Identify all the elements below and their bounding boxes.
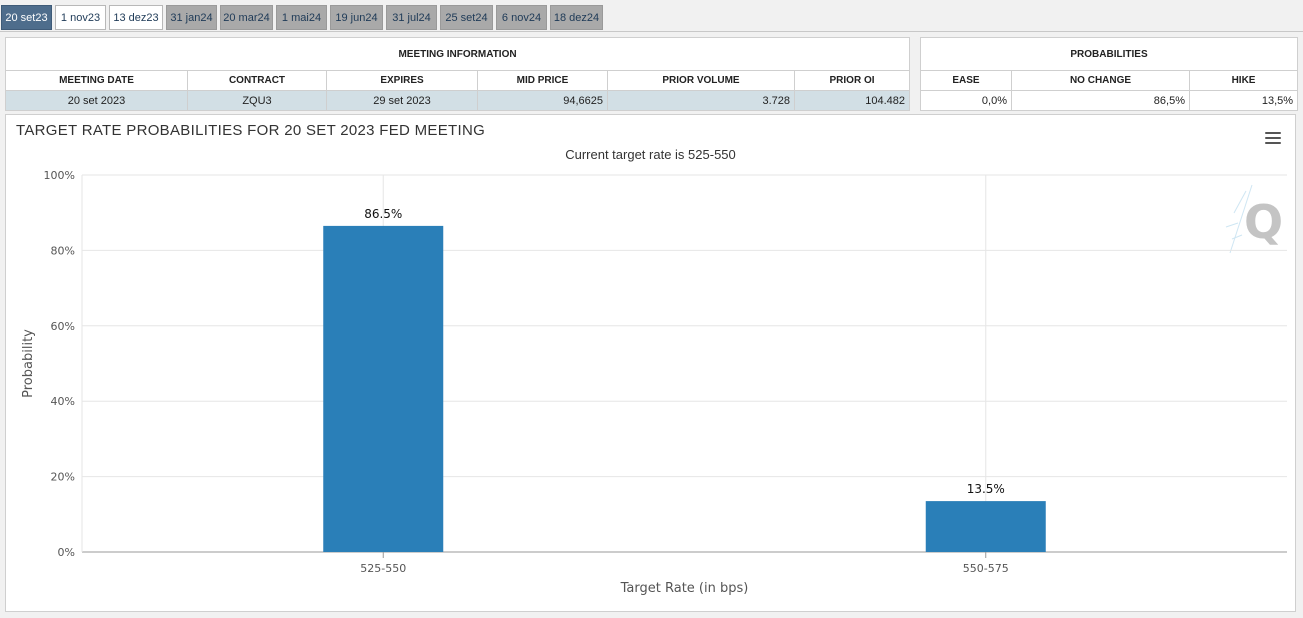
- cell-contract: ZQU3: [187, 90, 327, 111]
- x-tick-label: 525-550: [360, 562, 406, 575]
- quikstrike-q-logo-icon: Q: [1225, 184, 1283, 254]
- y-axis-title: Probability: [21, 329, 36, 398]
- tab-31-jan24[interactable]: 31 jan24: [166, 5, 217, 30]
- tab-31-jul24[interactable]: 31 jul24: [386, 5, 437, 30]
- cell-prior-oi: 104.482: [793, 90, 911, 111]
- y-tick-label: 100%: [44, 169, 75, 182]
- tab-20-mar24[interactable]: 20 mar24: [220, 5, 273, 30]
- header-expires: EXPIRES: [326, 70, 478, 91]
- bar-value-label: 86.5%: [364, 207, 402, 221]
- y-tick-label: 60%: [51, 320, 75, 333]
- cell-ease: 0,0%: [920, 90, 1012, 111]
- header-meeting-date: MEETING DATE: [5, 70, 188, 91]
- x-tick-label: 550-575: [963, 562, 1009, 575]
- cell-meeting-date: 20 set 2023: [5, 90, 188, 111]
- x-axis-title: Target Rate (in bps): [620, 581, 749, 596]
- meeting-date-tabs: 20 set23 1 nov23 13 dez23 31 jan24 20 mar24 1…: [0, 5, 1303, 31]
- tab-18-dez24[interactable]: 18 dez24: [550, 5, 603, 30]
- probability-bar-chart: 0% 20% 40% 60% 80% 100% 86.5% 525-550 13.5% 550-5…: [21, 169, 1287, 596]
- tab-1-nov23[interactable]: 1 nov23: [55, 5, 106, 30]
- header-prior-volume: PRIOR VOLUME: [607, 70, 795, 91]
- tab-13-dez23[interactable]: 13 dez23: [109, 5, 163, 30]
- chart-subtitle: Current target rate is 525-550: [565, 147, 736, 162]
- bar: [925, 501, 1046, 552]
- y-tick-label: 40%: [51, 395, 75, 408]
- header-contract: CONTRACT: [187, 70, 327, 91]
- tab-20-set23[interactable]: 20 set23: [1, 5, 52, 30]
- probabilities-caption: PROBABILITIES: [919, 37, 1299, 71]
- header-no-change: NO CHANGE: [1011, 70, 1190, 91]
- probabilities-table: PROBABILITIES EASE NO CHANGE HIKE 0,0% 8…: [919, 37, 1299, 111]
- bar: [323, 225, 444, 552]
- table-row: 20 set 2023 ZQU3 29 set 2023 94,6625 3.7…: [5, 90, 911, 111]
- cell-hike: 13,5%: [1188, 90, 1299, 111]
- tab-25-set24[interactable]: 25 set24: [440, 5, 493, 30]
- y-tick-label: 0%: [58, 546, 75, 559]
- meeting-information-table: MEETING INFORMATION MEETING DATE CONTRAC…: [4, 37, 911, 111]
- header-hike: HIKE: [1188, 70, 1299, 91]
- cell-no-change: 86,5%: [1011, 90, 1190, 111]
- chart-panel: TARGET RATE PROBABILITIES FOR 20 SET 202…: [5, 114, 1296, 612]
- tab-6-nov24[interactable]: 6 nov24: [496, 5, 547, 30]
- tabbar-divider: [0, 31, 1303, 32]
- hamburger-menu-icon[interactable]: [1265, 132, 1281, 146]
- header-ease: EASE: [920, 70, 1012, 91]
- svg-text:Q: Q: [1244, 195, 1283, 249]
- cell-expires: 29 set 2023: [326, 90, 478, 111]
- bar-value-label: 13.5%: [967, 482, 1005, 496]
- header-prior-oi: PRIOR OI: [793, 70, 911, 91]
- cell-mid-price: 94,6625: [477, 90, 608, 111]
- tab-1-mai24[interactable]: 1 mai24: [276, 5, 327, 30]
- cell-prior-volume: 3.728: [607, 90, 795, 111]
- meeting-information-caption: MEETING INFORMATION: [4, 37, 911, 71]
- y-tick-label: 80%: [51, 244, 75, 257]
- table-row: 0,0% 86,5% 13,5%: [920, 90, 1299, 111]
- chart-title: TARGET RATE PROBABILITIES FOR 20 SET 202…: [16, 122, 486, 139]
- y-tick-label: 20%: [51, 471, 75, 484]
- header-mid-price: MID PRICE: [477, 70, 608, 91]
- tab-19-jun24[interactable]: 19 jun24: [330, 5, 383, 30]
